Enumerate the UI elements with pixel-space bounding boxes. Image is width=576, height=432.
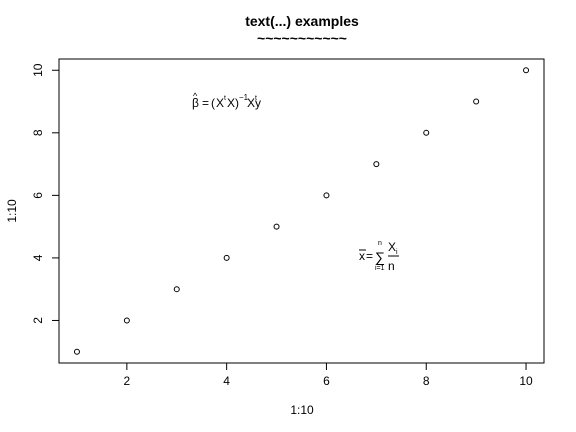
x-tick-label: 6 [323,374,330,388]
x-axis-label: 1:10 [290,403,314,417]
beta-hat-accent: ^ [193,91,198,101]
xbar-numerator: X [388,240,396,254]
data-point [523,67,530,74]
beta-X2: X [227,96,235,110]
y-tick-label: 8 [31,129,45,136]
data-point [373,161,380,168]
x-tick-label: 10 [519,374,533,388]
y-tick-label: 2 [31,317,45,324]
beta-inverse: −1 [239,93,249,102]
plot-area-border [58,58,545,364]
y-tick-label: 6 [31,192,45,199]
xbar-sigma: ∑ [375,249,385,265]
chart-title: text(...) examples [245,13,359,29]
beta-lparen: ( [211,96,215,110]
xbar-subscript: i [396,249,398,256]
annotation-beta-hat: ^ β = ( X t X ) −1 X t y [192,91,261,110]
data-point [123,317,130,324]
x-tick-label: 4 [223,374,230,388]
beta-symbol: β [192,96,199,110]
xbar-denominator: n [388,259,395,273]
data-point [223,254,230,261]
data-points [73,67,530,355]
y-axis-label: 1:10 [5,199,19,223]
xbar-lower: i=1 [375,265,385,272]
annotation-mean-formula: x = ∑ n i=1 X i n [359,240,399,273]
x-tick-label: 2 [124,374,131,388]
beta-t2: t [255,95,257,102]
xbar-symbol: x [359,249,365,263]
xbar-eq: = [366,249,373,263]
beta-rparen: ) [235,96,239,110]
beta-t1: t [224,95,226,102]
beta-X1: X [216,96,224,110]
xbar-upper: n [378,240,382,247]
data-point [273,223,280,230]
data-point [173,286,180,293]
data-point [423,129,430,136]
data-point [473,98,480,105]
beta-y: y [255,96,261,110]
x-axis: 2 4 6 8 10 [124,362,533,388]
y-tick-label: 10 [31,63,45,77]
x-tick-label: 8 [423,374,430,388]
data-point [323,192,330,199]
y-axis: 2 4 6 8 10 [31,63,60,324]
beta-eq: = [202,96,209,110]
data-point [73,348,80,355]
y-tick-label: 4 [31,254,45,261]
beta-X3: X [247,96,255,110]
chart-subtitle: ~~~~~~~~~~~ [257,30,347,46]
